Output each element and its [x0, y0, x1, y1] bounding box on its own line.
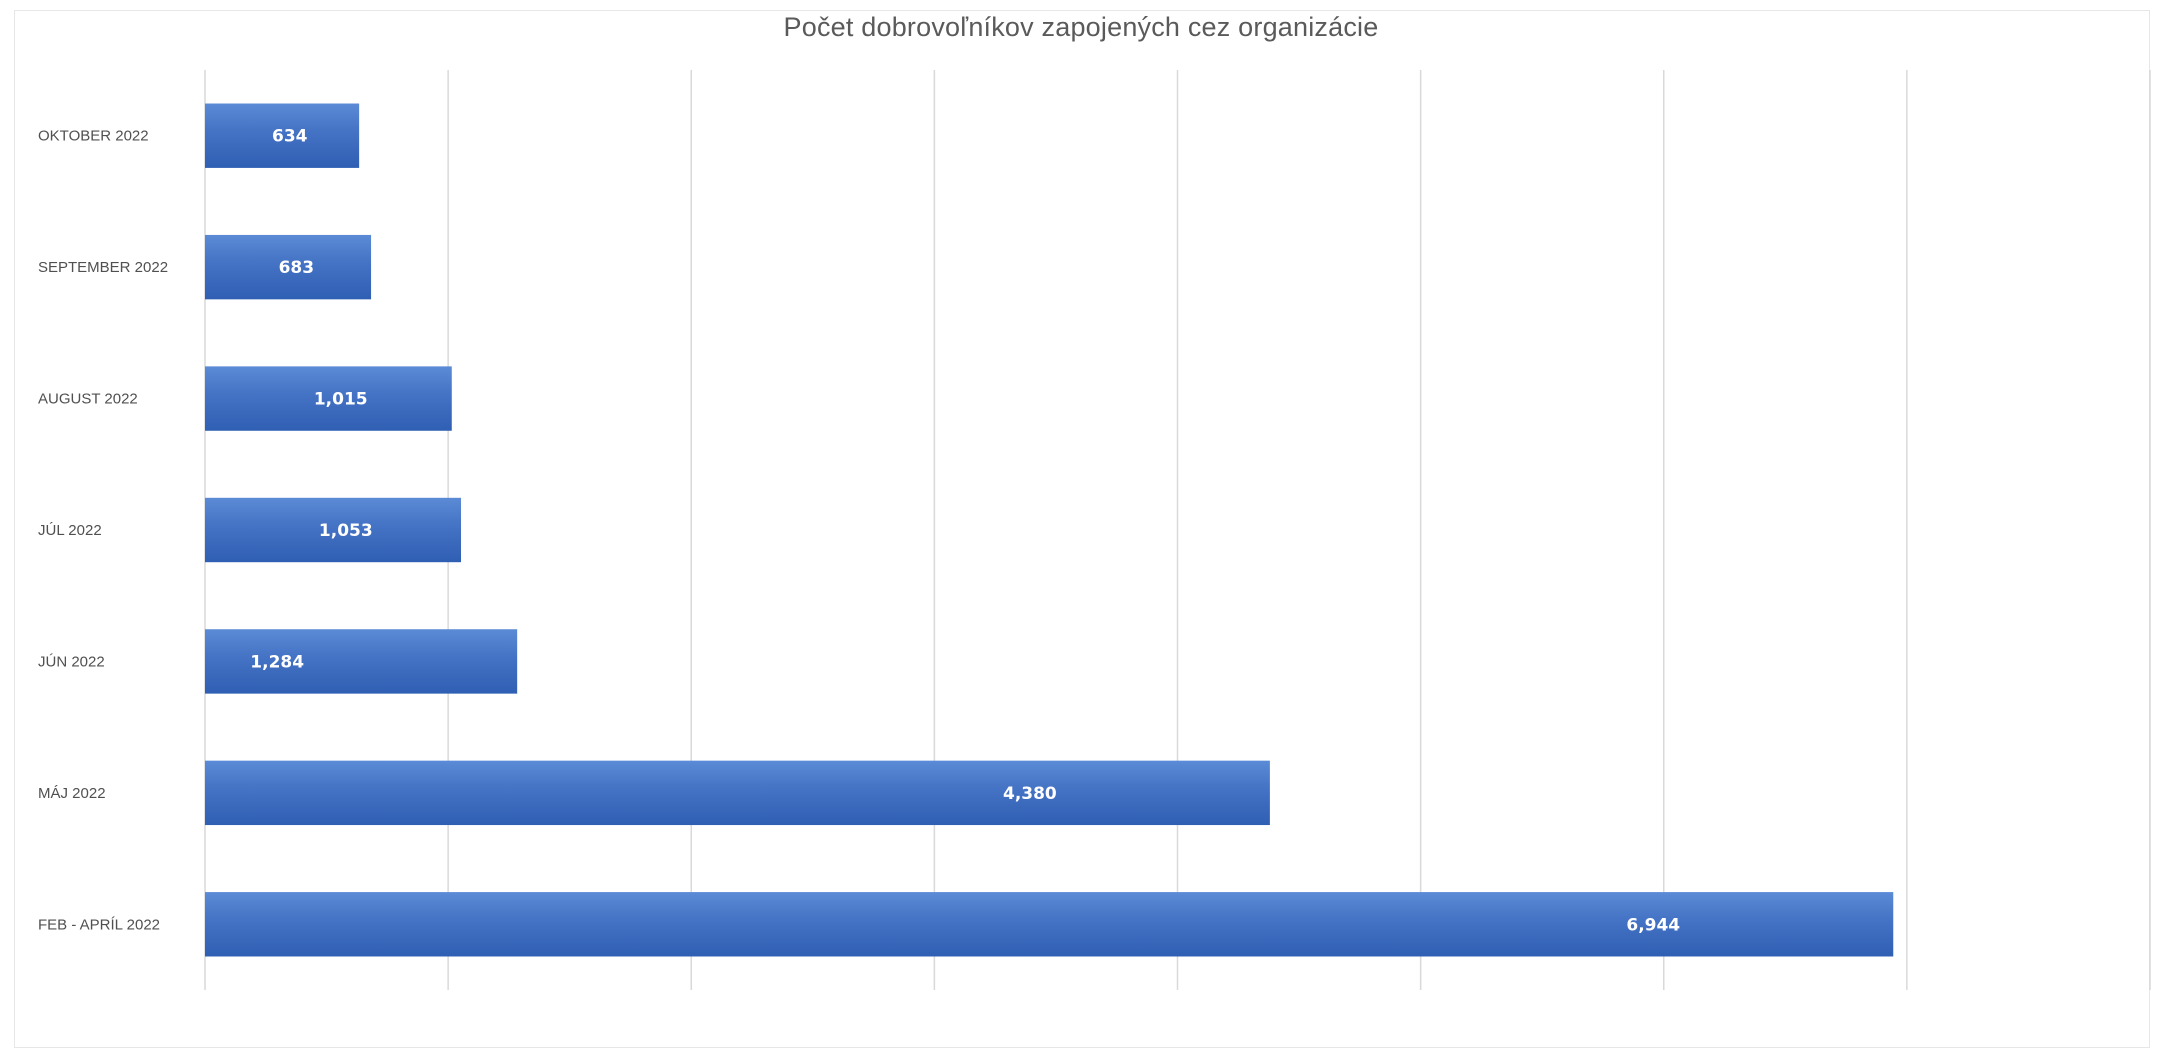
- category-label: FEB - APRÍL 2022: [38, 916, 160, 933]
- category-label: JÚN 2022: [38, 653, 105, 670]
- bars: 634 683 1,015 1,053 1,284 4,380 6,944: [205, 103, 1894, 957]
- category-label: SEPTEMBER 2022: [38, 259, 168, 276]
- data-label: 634: [272, 127, 308, 147]
- chart-title: Počet dobrovoľníkov zapojených cez organ…: [783, 12, 1379, 42]
- data-label: 6,944: [1626, 915, 1680, 935]
- bar: [205, 497, 462, 563]
- category-label: JÚL 2022: [38, 522, 102, 539]
- bar: [205, 629, 518, 694]
- bar: [205, 366, 452, 431]
- data-label: 1,053: [319, 521, 373, 541]
- bar: [205, 103, 360, 168]
- category-label: OKTOBER 2022: [38, 128, 149, 145]
- gridlines: [204, 70, 2151, 990]
- category-label: AUGUST 2022: [38, 391, 138, 408]
- bar: [205, 892, 1894, 957]
- data-label: 1,284: [250, 652, 304, 672]
- bar: [205, 760, 1270, 826]
- data-label: 1,015: [314, 390, 368, 410]
- category-labels: OKTOBER 2022 SEPTEMBER 2022 AUGUST 2022 JÚL…: [38, 128, 168, 934]
- data-label: 683: [279, 258, 315, 278]
- category-label: MÁJ 2022: [38, 785, 106, 802]
- bar: [205, 234, 372, 300]
- data-label: 4,380: [1003, 784, 1057, 804]
